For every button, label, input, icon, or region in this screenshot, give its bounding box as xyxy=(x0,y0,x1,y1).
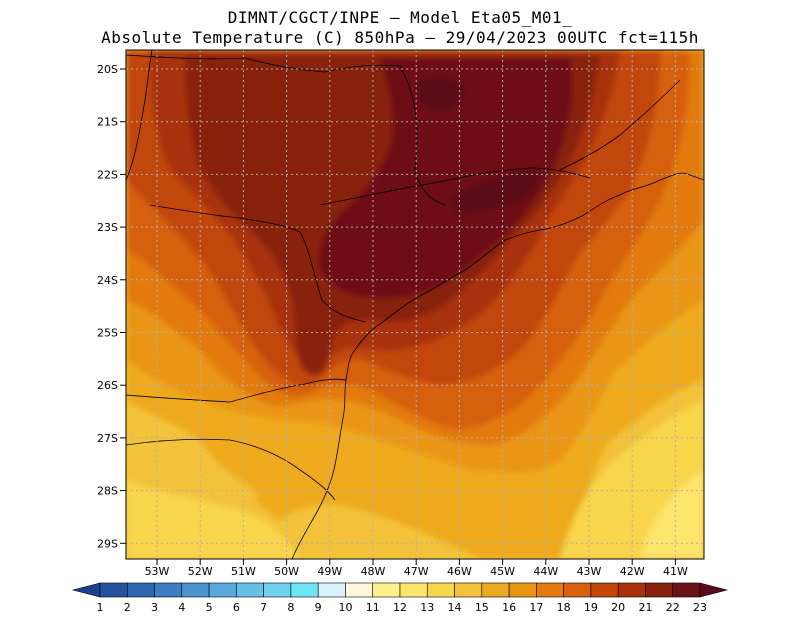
gridlines xyxy=(126,50,704,559)
lon-tick-label: 43W xyxy=(577,565,602,578)
lon-tick-label: 52W xyxy=(188,565,213,578)
boundaries xyxy=(126,50,704,559)
colorbar-label: 11 xyxy=(366,601,380,614)
lon-tick-label: 41W xyxy=(663,565,688,578)
lon-tick-label: 44W xyxy=(533,565,558,578)
map-frame xyxy=(125,49,705,560)
colorbar-segment xyxy=(345,582,374,598)
lon-tick-label: 42W xyxy=(620,565,645,578)
colorbar-label: 22 xyxy=(666,601,680,614)
colorbar-segment xyxy=(236,582,264,598)
contour-22 xyxy=(319,58,572,299)
lon-tick-label: 46W xyxy=(447,565,472,578)
colorbar-label: 15 xyxy=(475,601,489,614)
colorbar-segment xyxy=(508,582,537,598)
border-sp-mg xyxy=(319,167,591,206)
colorbar-segment xyxy=(372,582,401,598)
map-title-line-1: DIMNT/CGCT/INPE – Model Eta05_M01_ xyxy=(227,8,573,27)
colorbar-label: 19 xyxy=(584,601,598,614)
colorbar-segment xyxy=(99,582,128,598)
lon-tick-label: 45W xyxy=(490,565,515,578)
colorbar-arrow-low xyxy=(71,582,101,598)
border-sc-rs xyxy=(126,438,336,501)
colorbar-segment xyxy=(208,582,237,598)
contour-15-west xyxy=(126,420,260,501)
colorbar-label: 23 xyxy=(693,601,707,614)
colorbar-label: 16 xyxy=(502,601,516,614)
colorbar-label: 8 xyxy=(287,601,294,614)
border-sp-pr xyxy=(149,204,366,323)
map-title-line-2: Absolute Temperature (C) 850hPa – 29/04/… xyxy=(101,28,699,47)
lon-tick-label: 51W xyxy=(231,565,256,578)
colorbar-segment xyxy=(645,582,674,598)
colorbar-label: 7 xyxy=(260,601,267,614)
coastline xyxy=(291,172,704,559)
colorbar-segment xyxy=(672,582,701,598)
colorbar-segment xyxy=(426,582,455,598)
border-mg xyxy=(126,54,446,206)
colorbar-segment xyxy=(536,582,564,598)
lat-tick-label: 26S xyxy=(97,379,118,392)
lon-tick-label: 53W xyxy=(145,565,170,578)
contour-23a xyxy=(418,77,466,112)
lat-tick-label: 25S xyxy=(97,327,118,340)
colorbar-label: 14 xyxy=(448,601,462,614)
colorbar-segment xyxy=(617,582,646,598)
contour-14-southwest xyxy=(126,480,300,559)
lat-tick-label: 27S xyxy=(97,432,118,445)
border-ms xyxy=(126,50,153,181)
contour-13 xyxy=(640,470,704,559)
colorbar-segment xyxy=(399,582,428,598)
lon-tick-label: 47W xyxy=(404,565,429,578)
colorbar-segment xyxy=(317,582,346,598)
colorbar xyxy=(71,582,729,598)
colorbar-label: 20 xyxy=(611,601,625,614)
colorbar-segment xyxy=(590,582,619,598)
colorbar-segment xyxy=(454,582,483,598)
lat-tick-label: 24S xyxy=(97,274,118,287)
colorbar-label: 18 xyxy=(557,601,571,614)
colorbar-label: 1 xyxy=(97,601,104,614)
contour-23b xyxy=(450,170,540,214)
lat-tick-label: 20S xyxy=(97,63,118,76)
colorbar-label: 10 xyxy=(338,601,352,614)
colorbar-label: 21 xyxy=(638,601,652,614)
colorbar-label: 13 xyxy=(420,601,434,614)
colorbar-label: 9 xyxy=(315,601,322,614)
latitude-ticks: 20S 21S 22S 23S 24S 25S 26S 27S 28S 29S xyxy=(97,63,126,550)
colorbar-segment xyxy=(181,582,210,598)
colorbar-segment xyxy=(481,582,510,598)
colorbar-arrow-high xyxy=(699,582,729,598)
colorbar-segment xyxy=(154,582,183,598)
colorbar-segment xyxy=(290,582,319,598)
lat-tick-label: 28S xyxy=(97,485,118,498)
lon-tick-label: 48W xyxy=(361,565,386,578)
lon-tick-label: 50W xyxy=(274,565,299,578)
colorbar-segment xyxy=(563,582,592,598)
longitude-ticks: 53W 52W 51W 50W 49W 48W 47W 46W 45W 44W 43W 42W 41W xyxy=(145,559,688,578)
colorbar-label: 2 xyxy=(124,601,131,614)
colorbar-label: 3 xyxy=(151,601,158,614)
colorbar-label: 6 xyxy=(233,601,240,614)
colorbar-labels: 1 2 3 4 5 6 7 8 9 10 11 12 13 14 15 16 17 18 19 20 21 22 23 xyxy=(97,601,708,614)
lat-tick-label: 21S xyxy=(97,116,118,129)
colorbar-label: 17 xyxy=(529,601,543,614)
lat-tick-label: 29S xyxy=(97,537,118,550)
temperature-field xyxy=(126,50,704,559)
border-rj xyxy=(559,79,681,171)
colorbar-segment xyxy=(263,582,292,598)
lon-tick-label: 49W xyxy=(317,565,342,578)
colorbar-label: 12 xyxy=(393,601,407,614)
colorbar-label: 5 xyxy=(206,601,213,614)
colorbar-segment xyxy=(126,582,155,598)
lat-tick-label: 22S xyxy=(97,168,118,181)
lat-tick-label: 23S xyxy=(97,221,118,234)
border-pr-sc xyxy=(126,378,347,403)
colorbar-label: 4 xyxy=(178,601,185,614)
